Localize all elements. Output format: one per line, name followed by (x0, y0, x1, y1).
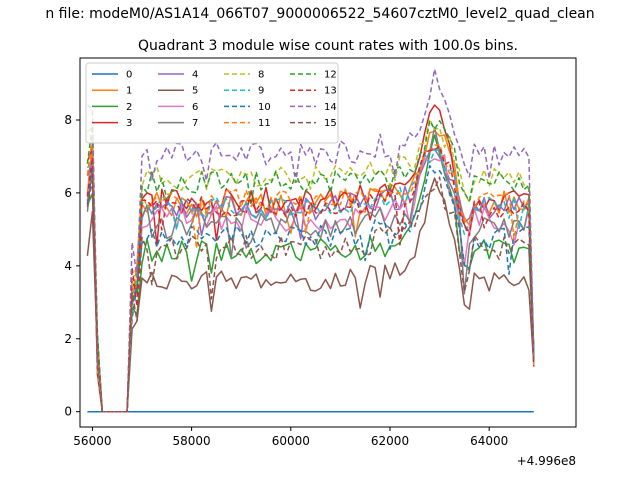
figure-suptitle: n file: modeM0/AS1A14_066T07_9000006522_… (45, 6, 594, 22)
series-line-12 (86, 120, 535, 413)
x-tick-label: 56000 (73, 434, 111, 448)
x-tick-label: 64000 (470, 434, 508, 448)
series-line-14 (87, 68, 535, 413)
y-axis: 0 2 4 6 8 (64, 113, 80, 419)
legend-label-6: 6 (192, 102, 198, 113)
y-tick-label: 4 (64, 259, 72, 273)
legend-label-2: 2 (126, 102, 132, 113)
series-line-11 (86, 137, 535, 413)
series-line-13 (86, 145, 535, 413)
series-line-8 (86, 118, 535, 413)
x-tick-label: 62000 (371, 434, 409, 448)
plot-border (79, 57, 577, 428)
legend-label-4: 4 (192, 70, 198, 81)
y-tick-label: 2 (64, 332, 72, 346)
x-axis: 56000 58000 60000 62000 64000 (73, 427, 508, 448)
legend-label-5: 5 (192, 86, 198, 97)
legend-label-3: 3 (126, 118, 132, 129)
legend-label-1: 1 (126, 86, 132, 97)
x-offset-label: +4.996e8 (517, 454, 576, 468)
y-tick-label: 0 (64, 405, 72, 419)
series-line-10 (86, 164, 535, 413)
legend-label-15: 15 (324, 118, 337, 129)
x-tick-label: 60000 (272, 434, 310, 448)
legend-label-14: 14 (324, 102, 337, 113)
x-tick-label: 58000 (173, 434, 211, 448)
legend-label-12: 12 (324, 70, 337, 81)
legend-label-9: 9 (258, 86, 264, 97)
legend-label-0: 0 (126, 70, 132, 81)
legend-label-11: 11 (258, 118, 271, 129)
legend-label-8: 8 (258, 70, 264, 81)
series-line-5 (86, 177, 535, 413)
y-tick-label: 8 (64, 113, 72, 127)
chart-title: Quadrant 3 module wise count rates with … (138, 38, 518, 54)
legend-label-7: 7 (192, 118, 198, 129)
series-line-15 (86, 176, 535, 413)
legend-box (85, 62, 339, 144)
legend-label-13: 13 (324, 86, 337, 97)
y-tick-label: 6 (64, 186, 72, 200)
series-layer (86, 68, 535, 413)
legend-label-10: 10 (258, 102, 271, 113)
